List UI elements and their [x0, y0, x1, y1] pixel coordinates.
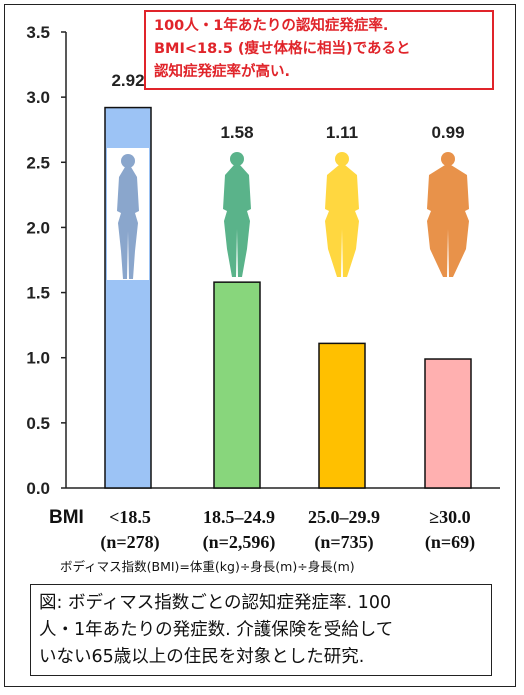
person-figure-head-icon [335, 152, 349, 166]
data-label: 1.11 [326, 123, 358, 142]
y-tick-label: 3.5 [26, 23, 50, 42]
x-category-label: <18.5 [109, 507, 151, 527]
x-category-count-label: (n=2,596) [203, 532, 276, 553]
bmi-dementia-bar-chart: 0.0 0.5 1.0 1.5 2.0 2.5 3.0 3.5 BMI 2.92 <18.5 (n=2… [26, 23, 500, 553]
y-tick-label: 2.0 [26, 218, 50, 237]
x-category-label: ≥30.0 [429, 507, 470, 527]
x-category-label: 18.5–24.9 [203, 507, 275, 527]
y-tick-label: 0.0 [26, 479, 50, 498]
x-category-count-label: (n=735) [314, 532, 373, 553]
y-tick-label: 2.5 [26, 153, 50, 172]
y-tick-label: 1.5 [26, 284, 50, 303]
annotation-line-3: 認知症発症率が高い. [154, 64, 291, 80]
person-figure-head-icon [230, 152, 244, 166]
person-figure-icon [223, 165, 251, 277]
annotation-line-1: 100人・1年あたりの認知症発症率. [154, 18, 389, 34]
bar [318, 342, 366, 489]
person-figure-head-icon [441, 152, 455, 166]
x-category-count-label: (n=69) [425, 532, 475, 553]
person-figure-icon [325, 165, 359, 277]
caption-line-3: いない65歳以上の住民を対象とした研究. [39, 647, 365, 667]
annotation-box: 100人・1年あたりの認知症発症率. BMI<18.5 (痩せ体格に相当)である… [144, 10, 494, 90]
caption-line-1: 図: ボディマス指数ごとの認知症発症率. 100 [39, 593, 392, 613]
x-category-count-label: (n=278) [100, 532, 159, 553]
bmi-formula: ボディマス指数(BMI)=体重(kg)÷身長(m)÷身長(m) [60, 559, 355, 574]
y-tick-label: 3.0 [26, 88, 50, 107]
data-label: 2.92 [111, 71, 144, 90]
figure-caption: 図: ボディマス指数ごとの認知症発症率. 100 人・1年あたりの発症数. 介護… [30, 584, 492, 676]
person-figure-icon [427, 165, 469, 277]
x-category-label: 25.0–29.9 [308, 507, 380, 527]
bar [424, 358, 472, 489]
data-label: 1.58 [220, 123, 253, 142]
caption-line-2: 人・1年あたりの発症数. 介護保険を受給して [39, 620, 394, 640]
annotation-line-2: BMI<18.5 (痩せ体格に相当)であると [154, 41, 411, 57]
person-figure-head-icon [121, 154, 135, 168]
data-label: 0.99 [431, 123, 464, 142]
bmi-axis-prefix: BMI [49, 507, 84, 528]
bar [213, 281, 261, 489]
person-figure-icon [117, 167, 139, 279]
y-tick-label: 0.5 [26, 414, 50, 433]
y-tick-label: 1.0 [26, 349, 50, 368]
